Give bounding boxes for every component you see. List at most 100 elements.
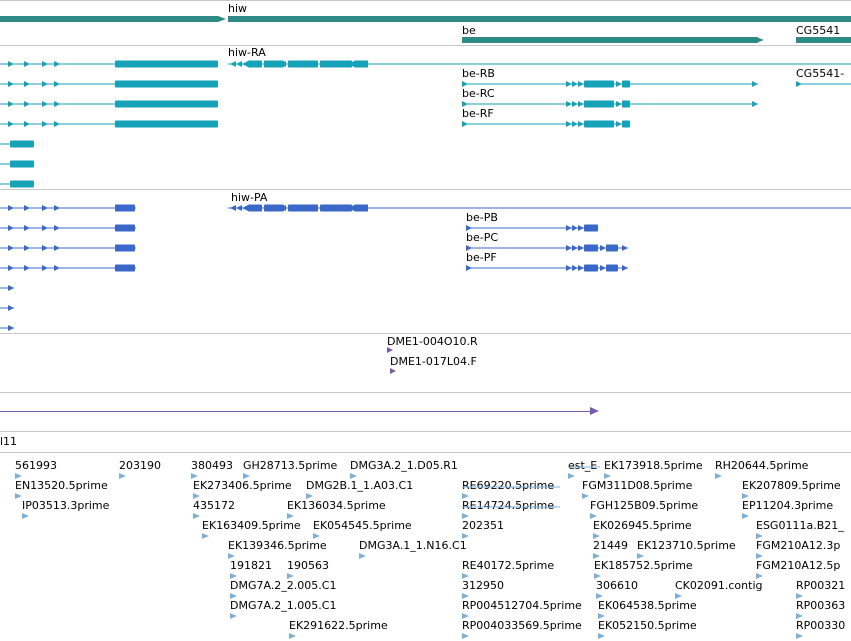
est-label[interactable]: EK052150.5prime	[598, 619, 697, 632]
cds-block[interactable]	[320, 204, 352, 212]
est-label[interactable]: EK054545.5prime	[313, 519, 412, 532]
gene-label-cg5541[interactable]: CG5541	[796, 24, 841, 37]
cds-block[interactable]	[354, 204, 368, 212]
exon-block[interactable]	[320, 60, 352, 68]
est-label[interactable]: FGM210A12.3p	[756, 539, 841, 552]
gene-bar-hiw[interactable]	[228, 16, 851, 22]
cds-block[interactable]	[606, 264, 618, 272]
exon-block[interactable]	[622, 80, 630, 88]
primer-label-017l04[interactable]: DME1-017L04.F	[390, 355, 477, 368]
gene-bar-be[interactable]	[462, 37, 758, 43]
est-label[interactable]: EK291622.5prime	[289, 619, 388, 632]
cds-block[interactable]	[264, 204, 284, 212]
primer-span-line[interactable]	[0, 411, 592, 412]
cds-label-be-pf[interactable]: be-PF	[466, 251, 497, 264]
est-label[interactable]: RE69220.5prime	[462, 479, 555, 492]
gene-bar-left[interactable]	[0, 16, 218, 22]
transcript-label-cg5541[interactable]: CG5541-	[796, 67, 845, 80]
est-label[interactable]: 380493	[191, 459, 233, 472]
exon-block[interactable]	[354, 60, 368, 68]
exon-block[interactable]	[115, 60, 218, 68]
est-label[interactable]: 191821	[230, 559, 272, 572]
right-arrow-icon	[572, 265, 578, 271]
est-arrow-icon	[590, 513, 597, 519]
transcript-label-be-rf[interactable]: be-RF	[462, 107, 494, 120]
transcript-label-be-rc[interactable]: be-RC	[462, 87, 495, 100]
exon-block[interactable]	[584, 100, 614, 108]
est-label[interactable]: EK136034.5prime	[287, 499, 386, 512]
est-label[interactable]: 561993	[15, 459, 57, 472]
est-label[interactable]: RP00363	[796, 599, 846, 612]
est-label[interactable]: EN13520.5prime	[15, 479, 108, 492]
est-label[interactable]: RP00321	[796, 579, 846, 592]
est-label[interactable]: RP004033569.5prime	[462, 619, 582, 632]
est-label[interactable]: 190563	[287, 559, 329, 572]
est-label[interactable]: CK02091.contig	[675, 579, 763, 592]
exon-block[interactable]	[288, 60, 318, 68]
est-label[interactable]: 21449	[593, 539, 628, 552]
est-label[interactable]: ESG0111a.B21_	[756, 519, 844, 532]
track-separator	[0, 45, 851, 46]
gene-label-be[interactable]: be	[462, 24, 476, 37]
est-label[interactable]: 202351	[462, 519, 504, 532]
gene-bar-cg5541[interactable]	[796, 37, 851, 43]
exon-block[interactable]	[622, 100, 630, 108]
est-label[interactable]: DMG3A.1_1.N16.C1	[359, 539, 467, 552]
cds-block[interactable]	[584, 244, 598, 252]
est-label[interactable]: EK173918.5prime	[604, 459, 703, 472]
est-label[interactable]: DMG7A.2_1.005.C1	[230, 599, 337, 612]
partial-feature-label[interactable]: l11	[0, 435, 18, 448]
est-label[interactable]: FGM311D08.5prime	[582, 479, 693, 492]
right-arrow-icon	[572, 225, 578, 231]
est-label[interactable]: EK064538.5prime	[598, 599, 697, 612]
track-separator	[0, 0, 851, 1]
est-label[interactable]: FGH125B09.5prime	[590, 499, 699, 512]
est-label[interactable]: GH28713.5prime	[243, 459, 338, 472]
est-label[interactable]: 312950	[462, 579, 504, 592]
est-label[interactable]: RP004512704.5prime	[462, 599, 582, 612]
exon-block[interactable]	[115, 120, 218, 128]
est-arrow-icon	[313, 533, 320, 539]
est-label[interactable]: est_E	[568, 459, 598, 472]
cds-label-be-pb[interactable]: be-PB	[466, 211, 498, 224]
exon-block[interactable]	[264, 60, 284, 68]
est-label[interactable]: EK123710.5prime	[637, 539, 736, 552]
cds-block[interactable]	[606, 244, 618, 252]
est-label[interactable]: RP00330	[796, 619, 846, 632]
cds-block[interactable]	[584, 264, 598, 272]
cds-label-be-pc[interactable]: be-PC	[466, 231, 499, 244]
exon-block[interactable]	[115, 80, 218, 88]
exon-block[interactable]	[584, 120, 614, 128]
cds-label-hiw-pa[interactable]: hiw-PA	[231, 191, 268, 204]
primer-label-004o10[interactable]: DME1-004O10.R	[387, 335, 478, 348]
cds-block[interactable]	[288, 204, 318, 212]
est-label[interactable]: EK207809.5prime	[742, 479, 841, 492]
est-label[interactable]: RE14724.5prime	[462, 499, 555, 512]
gene-label-hiw[interactable]: hiw	[228, 2, 248, 15]
est-label[interactable]: DMG3A.2_1.D05.R1	[350, 459, 458, 472]
right-arrow-icon	[212, 121, 218, 127]
est-label[interactable]: 306610	[596, 579, 638, 592]
est-label[interactable]: EK273406.5prime	[193, 479, 292, 492]
est-label[interactable]: DMG2B.1_1.A03.C1	[306, 479, 414, 492]
transcript-label-hiw-ra[interactable]: hiw-RA	[228, 46, 266, 59]
right-arrow-icon	[578, 225, 584, 231]
est-label[interactable]: DMG7A.2_2.005.C1	[230, 579, 337, 592]
est-label[interactable]: EP11204.3prime	[742, 499, 834, 512]
est-label[interactable]: 435172	[193, 499, 235, 512]
est-label[interactable]: EK026945.5prime	[593, 519, 692, 532]
transcript-label-be-rb[interactable]: be-RB	[462, 67, 495, 80]
est-label[interactable]: RH20644.5prime	[715, 459, 809, 472]
left-arrow-icon	[242, 205, 248, 211]
est-label[interactable]: FGM210A12.5p	[756, 559, 841, 572]
est-label[interactable]: IP03513.3prime	[22, 499, 110, 512]
est-label[interactable]: EK163409.5prime	[202, 519, 301, 532]
exon-block[interactable]	[584, 80, 614, 88]
est-label[interactable]: 203190	[119, 459, 161, 472]
est-label[interactable]: RE40172.5prime	[462, 559, 555, 572]
right-arrow-icon	[42, 265, 48, 271]
cds-block[interactable]	[584, 224, 598, 232]
est-label[interactable]: EK139346.5prime	[228, 539, 327, 552]
est-label[interactable]: EK185752.5prime	[594, 559, 693, 572]
exon-block[interactable]	[115, 100, 218, 108]
